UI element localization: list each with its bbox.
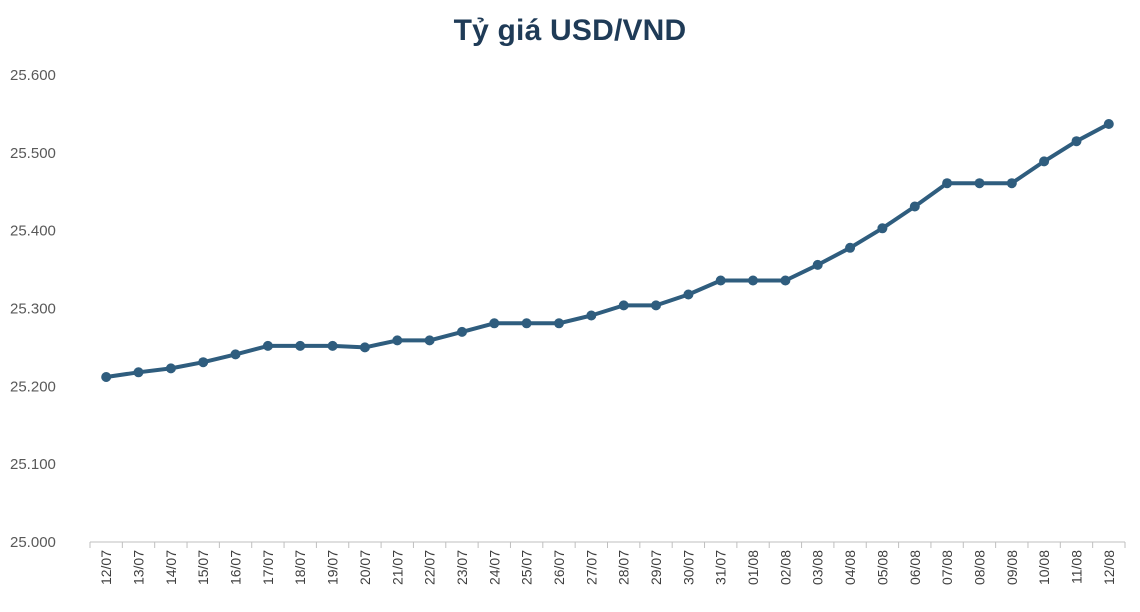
data-point xyxy=(489,318,500,329)
x-tick-label: 28/07 xyxy=(616,550,632,585)
data-point xyxy=(359,342,370,353)
data-point xyxy=(1006,178,1017,189)
data-point xyxy=(1103,119,1114,129)
y-tick-label: 25.100 xyxy=(10,456,56,473)
x-tick-label: 19/07 xyxy=(325,550,341,585)
x-tick-label: 17/07 xyxy=(260,550,276,585)
x-tick-label: 05/08 xyxy=(874,550,890,585)
x-tick-label: 21/07 xyxy=(389,550,405,585)
x-tick-label: 23/07 xyxy=(454,550,470,585)
data-point xyxy=(877,223,888,234)
data-point xyxy=(165,363,176,374)
x-tick-label: 24/07 xyxy=(486,550,502,585)
data-point xyxy=(198,357,209,368)
x-tick-label: 31/07 xyxy=(713,550,729,585)
data-point xyxy=(457,326,467,337)
data-point xyxy=(780,275,791,286)
x-tick-label: 03/08 xyxy=(810,550,826,585)
series-markers xyxy=(101,119,1114,382)
data-point xyxy=(101,372,112,382)
data-point xyxy=(424,335,435,346)
data-point xyxy=(1071,136,1082,147)
y-tick-label: 25.000 xyxy=(10,534,56,551)
data-point xyxy=(715,275,726,286)
data-point xyxy=(586,310,597,321)
data-point xyxy=(909,201,920,212)
x-tick-label: 09/08 xyxy=(1004,550,1020,585)
x-tick-label: 15/07 xyxy=(195,550,211,585)
x-tick-label: 16/07 xyxy=(228,550,244,585)
data-point xyxy=(521,318,532,329)
data-point xyxy=(230,349,241,360)
y-tick-label: 25.500 xyxy=(10,145,56,162)
y-tick-label: 25.600 xyxy=(10,67,56,84)
x-tick-label: 14/07 xyxy=(163,550,179,585)
x-tick-label: 12/07 xyxy=(98,550,114,585)
data-point xyxy=(262,340,273,351)
x-tick-label: 20/07 xyxy=(357,550,373,585)
x-tick-label: 12/08 xyxy=(1101,550,1117,585)
x-tick-label: 18/07 xyxy=(292,550,308,585)
x-tick-label: 02/08 xyxy=(777,550,793,585)
x-axis-tick-labels: 12/07 13/07 14/07 15/07 16/07 17/07 18/07 19/07… xyxy=(98,550,1117,585)
data-point xyxy=(812,259,823,270)
y-tick-label: 25.400 xyxy=(10,223,56,240)
data-point xyxy=(845,242,856,253)
data-point xyxy=(1039,156,1050,167)
data-point xyxy=(327,340,338,351)
data-point xyxy=(683,289,694,300)
data-point xyxy=(974,178,985,189)
y-tick-label: 25.300 xyxy=(10,301,56,318)
x-tick-label: 01/08 xyxy=(745,550,761,585)
data-point xyxy=(942,178,953,189)
x-tick-label: 04/08 xyxy=(842,550,858,585)
data-point xyxy=(748,275,758,286)
data-point xyxy=(651,300,661,311)
data-point xyxy=(554,318,564,329)
x-tick-label: 22/07 xyxy=(422,550,438,585)
x-tick-label: 26/07 xyxy=(551,550,567,585)
x-tick-label: 10/08 xyxy=(1036,550,1052,585)
x-tick-label: 30/07 xyxy=(680,550,696,585)
x-tick-label: 25/07 xyxy=(519,550,535,585)
series-line xyxy=(104,122,1111,379)
data-point xyxy=(618,300,629,311)
y-tick-label: 25.200 xyxy=(10,378,56,395)
x-tick-label: 11/08 xyxy=(1068,550,1084,584)
x-tick-label: 06/08 xyxy=(907,550,923,585)
x-tick-label: 13/07 xyxy=(131,550,147,585)
data-point xyxy=(295,340,306,351)
data-point xyxy=(133,367,144,378)
x-tick-label: 08/08 xyxy=(971,550,987,585)
x-tick-label: 29/07 xyxy=(648,550,664,585)
data-point xyxy=(392,335,403,346)
y-axis-tick-labels: 25.000 25.100 25.200 25.300 25.400 25.500 25.6… xyxy=(10,67,56,551)
x-tick-label: 27/07 xyxy=(583,550,599,585)
chart-title: Tỷ giá USD/VND xyxy=(453,14,687,47)
x-axis-tick-marks xyxy=(89,542,1126,548)
x-tick-label: 07/08 xyxy=(939,550,955,585)
